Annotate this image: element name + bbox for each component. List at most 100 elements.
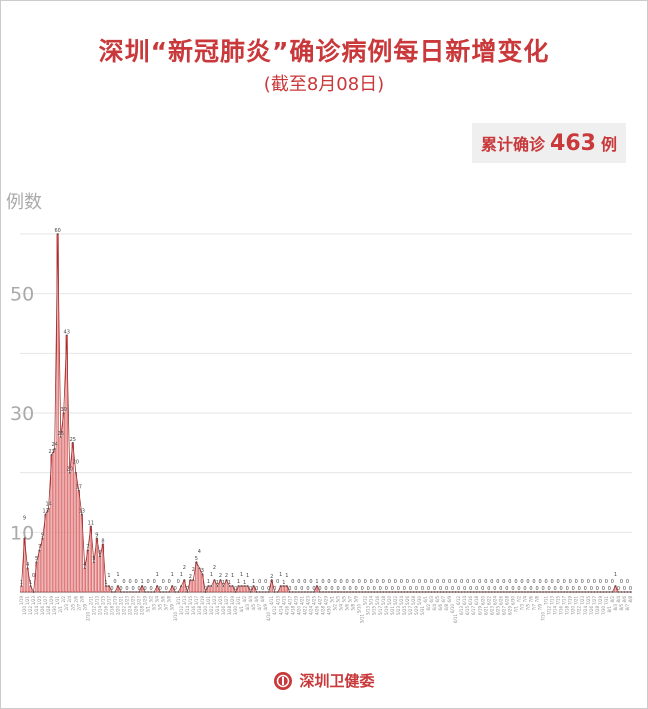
data-point [44,513,47,516]
data-point [216,585,219,587]
data-label: 0 [502,579,505,585]
data-point [288,591,291,593]
x-tick-label: 1/25 [37,596,42,605]
data-point [364,591,367,593]
x-tick-label: 3/13 [182,596,187,605]
data-point [331,591,333,593]
x-tick-label: 6/4 [432,604,437,611]
data-point [150,591,153,593]
data-point [406,591,409,593]
data-label: 4 [26,562,29,568]
data-point [47,507,50,510]
data-label: 0 [367,586,370,592]
data-point [213,579,216,581]
data-label: 20 [67,467,73,473]
data-point [65,334,68,337]
x-tick-label: 1/19 [19,596,24,605]
data-label: 1 [171,572,174,578]
x-tick-label: 4/28 [320,606,325,615]
data-label: 1 [180,572,183,578]
data-point [349,591,352,593]
x-tick-label: 1/20 [22,606,27,615]
data-label: 0 [153,579,156,585]
data-point [554,591,557,593]
data-label: 0 [490,579,493,585]
data-point [605,591,608,593]
bar [92,561,96,593]
data-point [294,591,297,593]
x-tick-label: 3/23 [212,596,217,605]
data-label: 0 [385,586,388,592]
data-label: 1 [282,580,285,586]
chart-subtitle: (截至8月08日) [263,74,385,95]
data-label: 13 [42,508,48,514]
x-tick-label: 3/16 [191,606,196,615]
x-tick-label: 7/9 [538,604,543,611]
data-point [337,591,339,593]
data-point [38,549,41,552]
x-tick-label: 6/19 [477,606,482,615]
data-label: 0 [448,579,451,585]
data-point [207,585,210,587]
data-point [557,591,560,593]
x-tick-label: 4/20 [296,606,301,615]
data-label: 0 [466,579,469,585]
x-tick-label: 5/6 [345,604,350,611]
x-tick-label: 5/24 [399,596,404,605]
data-label: 0 [569,579,572,585]
data-label: 0 [186,586,189,592]
data-label: 8 [101,538,104,544]
data-point [59,435,62,438]
data-point [83,567,86,570]
x-tick-label: 4/25 [311,596,316,605]
data-point [231,585,234,587]
bar [41,538,44,593]
data-label: 0 [358,579,361,585]
x-tick-label: 6/6 [438,604,443,611]
data-point [225,579,228,581]
x-tick-label: 6/20 [480,596,485,605]
x-tick-label: 7/19 [568,596,573,605]
data-point [168,591,171,593]
data-label: 0 [505,586,508,592]
x-tick-label: 3/12 [179,606,184,615]
data-label: 0 [587,579,590,585]
data-point [463,591,466,593]
data-point [328,591,330,593]
data-point [29,585,32,587]
data-point [433,591,436,593]
data-label: 7 [38,544,41,550]
data-label: 0 [364,579,367,585]
data-label: 0 [454,579,457,585]
data-label: 2 [183,565,186,571]
data-label: 0 [349,586,352,592]
x-tick-label: 5/16 [375,596,380,605]
data-point [92,561,95,564]
data-label: 0 [421,586,424,592]
data-point [282,585,285,587]
data-label: 0 [484,579,487,585]
data-label: 1 [20,580,23,586]
x-tick-label: 6/12 [456,596,461,605]
data-label: 26 [58,431,64,437]
data-point [35,561,38,564]
data-point [352,591,355,593]
x-tick-label: 6/14 [462,596,467,605]
data-point [566,591,569,593]
shenzhen-health-commission-logo-icon [274,671,293,690]
data-point [126,591,128,593]
data-label: 0 [547,586,550,592]
x-tick-label: 4/8 [260,596,265,603]
data-point [273,591,276,593]
data-label: 11 [88,520,94,526]
chart-title: 深圳“新冠肺炎”确诊病例每日新增变化 [98,37,550,66]
data-point [192,579,195,581]
x-tick-label: 6/11 [453,614,458,623]
data-point [120,591,122,593]
data-label: 0 [496,579,499,585]
x-tick-label: 3/14 [185,606,190,615]
x-tick-label: 6/2 [426,604,431,611]
data-label: 0 [346,579,349,585]
data-label: 0 [361,586,364,592]
data-label: 0 [327,579,330,585]
